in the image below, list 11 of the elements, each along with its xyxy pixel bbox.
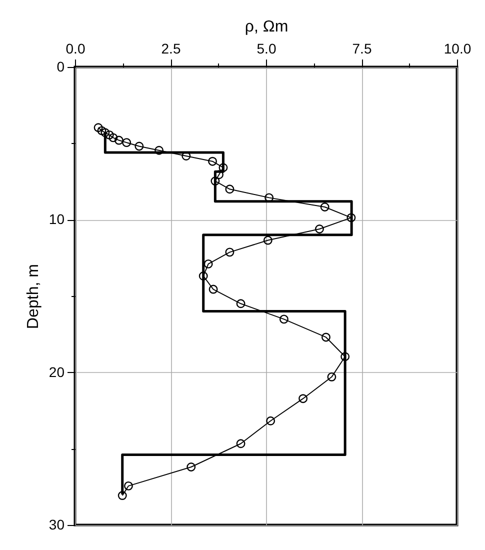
x-tick-label: 10.0 bbox=[444, 40, 472, 56]
x-tick-label: 7.5 bbox=[352, 40, 372, 56]
y-tick-label: 10 bbox=[48, 211, 65, 228]
x-tick-label: 0.0 bbox=[66, 40, 86, 56]
y-axis-title: Depth, m bbox=[24, 264, 42, 329]
x-tick-label: 5.0 bbox=[256, 40, 276, 56]
y-tick-label: 30 bbox=[48, 516, 65, 532]
y-tick-label: 20 bbox=[48, 364, 65, 380]
x-tick-label: 2.5 bbox=[161, 40, 181, 56]
y-tick-label: 0 bbox=[56, 58, 65, 74]
x-axis-title: ρ, Ωm bbox=[244, 18, 288, 36]
